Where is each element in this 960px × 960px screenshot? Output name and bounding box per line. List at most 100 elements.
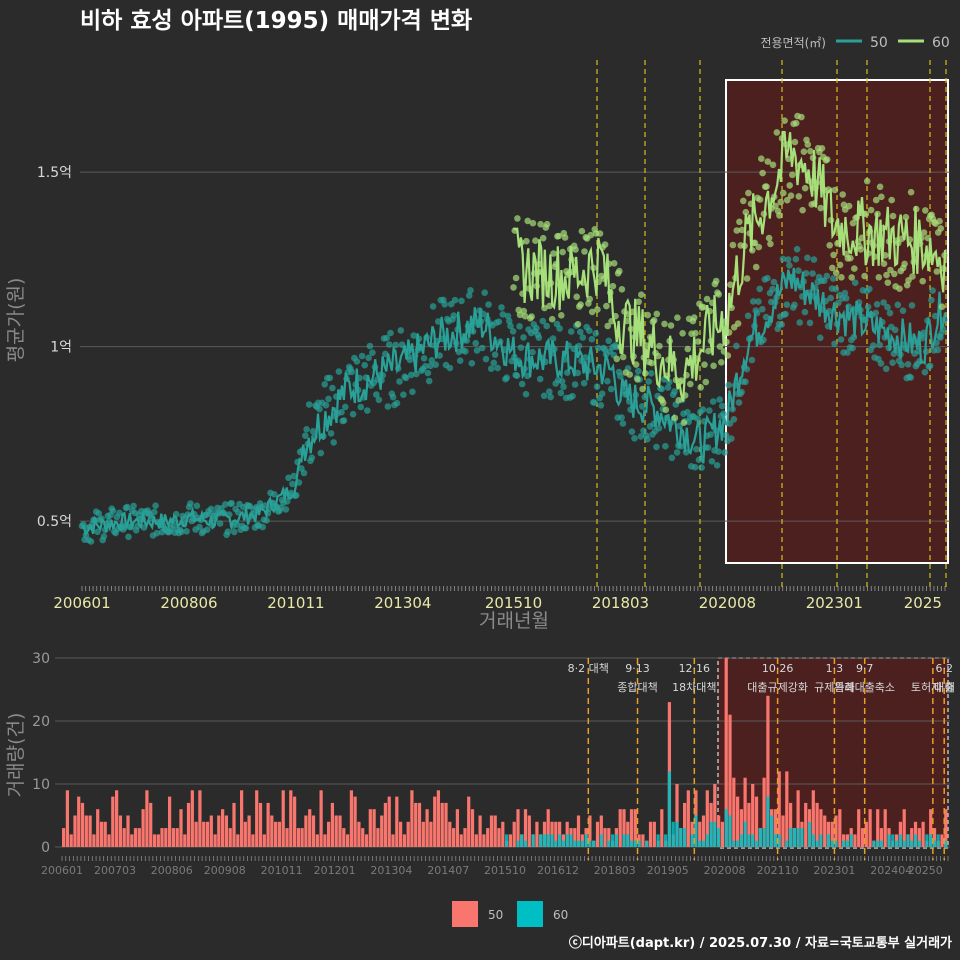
- bar-50: [346, 834, 350, 847]
- scatter-point-50: [546, 388, 553, 396]
- bar-60: [826, 834, 831, 847]
- scatter-point-50: [921, 368, 929, 376]
- scatter-point-50: [468, 360, 476, 367]
- bar-50: [414, 802, 418, 847]
- bar-50: [122, 828, 126, 847]
- scatter-point-60: [832, 269, 840, 277]
- scatter-point-60: [715, 291, 722, 298]
- bar-50: [160, 828, 164, 847]
- scatter-point-50: [837, 336, 845, 343]
- scatter-point-60: [659, 399, 667, 407]
- bar-50: [425, 809, 429, 847]
- bar-50: [228, 828, 232, 847]
- bar-50: [459, 834, 463, 847]
- scatter-point-60: [521, 312, 529, 320]
- scatter-point-50: [574, 369, 581, 377]
- annotation-label: 대출: [934, 681, 954, 694]
- scatter-point-50: [207, 505, 215, 513]
- scatter-point-50: [224, 528, 232, 535]
- bar-50: [883, 809, 887, 847]
- scatter-point-50: [684, 408, 691, 416]
- scatter-point-50: [539, 317, 547, 325]
- scatter-point-50: [263, 517, 270, 524]
- bar-50: [281, 790, 285, 847]
- scatter-point-50: [635, 367, 642, 375]
- bar-50: [523, 809, 528, 847]
- bar-50: [743, 777, 747, 847]
- scatter-point-60: [745, 189, 752, 197]
- bar-50: [444, 802, 448, 847]
- bar-x-tick-label: 201201: [314, 864, 356, 877]
- bar-60: [766, 796, 770, 847]
- scatter-point-50: [283, 498, 291, 505]
- scatter-point-50: [348, 368, 356, 376]
- scatter-point-50: [123, 503, 131, 511]
- scatter-point-50: [668, 454, 676, 462]
- scatter-point-60: [836, 261, 844, 269]
- scatter-point-50: [770, 278, 778, 286]
- scatter-point-50: [810, 256, 818, 263]
- scatter-point-60: [862, 210, 870, 218]
- scatter-point-50: [125, 533, 132, 541]
- scatter-point-50: [228, 500, 235, 507]
- scatter-point-60: [654, 352, 662, 360]
- bar-50: [902, 809, 906, 847]
- scatter-point-50: [441, 301, 449, 308]
- scatter-point-60: [781, 117, 788, 124]
- scatter-point-60: [936, 217, 943, 225]
- bar-50: [383, 802, 388, 847]
- bar-50: [482, 834, 486, 847]
- bar-60: [523, 840, 528, 847]
- bar-50: [535, 821, 539, 847]
- scatter-point-60: [795, 193, 803, 200]
- scatter-point-50: [638, 403, 646, 410]
- bar-50: [285, 828, 289, 847]
- scatter-point-60: [792, 119, 800, 127]
- bar-50: [115, 790, 119, 847]
- scatter-point-50: [899, 307, 907, 315]
- scatter-point-50: [533, 324, 540, 332]
- scatter-point-60: [702, 378, 710, 386]
- bar-60: [785, 840, 789, 847]
- bar-60: [698, 840, 702, 847]
- bar-60: [671, 821, 675, 847]
- bar-50: [429, 821, 433, 847]
- scatter-point-60: [634, 376, 641, 383]
- scatter-point-60: [884, 279, 892, 287]
- bar-50: [618, 809, 622, 847]
- scatter-point-50: [607, 385, 615, 393]
- scatter-point-60: [680, 419, 688, 427]
- bar-50: [607, 828, 611, 847]
- scatter-point-60: [529, 219, 537, 227]
- bar-x-tick-label: 201510: [484, 864, 526, 877]
- bar-50: [433, 796, 437, 847]
- scatter-point-60: [573, 293, 580, 301]
- scatter-point-50: [450, 312, 458, 319]
- scatter-point-50: [467, 287, 474, 294]
- legend-title: 전용면적(㎡): [760, 36, 826, 50]
- scatter-point-50: [749, 298, 757, 305]
- series-line-60: [513, 130, 947, 402]
- bar-60: [546, 834, 550, 847]
- scatter-point-50: [216, 520, 224, 527]
- scatter-point-50: [778, 321, 785, 328]
- bar-50: [599, 815, 603, 847]
- bar-50: [452, 828, 456, 847]
- bar-50: [293, 796, 297, 847]
- bar-60: [614, 834, 619, 847]
- scatter-point-50: [472, 339, 480, 347]
- bar-50: [917, 828, 921, 847]
- scatter-point-50: [309, 428, 317, 435]
- scatter-point-60: [684, 345, 692, 353]
- scatter-point-60: [610, 260, 618, 267]
- scatter-point-50: [699, 406, 707, 413]
- annotation-label: 종합대책: [617, 681, 657, 694]
- bar-50: [781, 815, 785, 847]
- scatter-point-50: [456, 357, 464, 365]
- scatter-point-60: [800, 148, 808, 155]
- scatter-point-60: [661, 320, 668, 328]
- scatter-point-50: [203, 526, 211, 533]
- bar-50: [164, 828, 168, 847]
- bar-y-tick-label: 10: [32, 777, 50, 793]
